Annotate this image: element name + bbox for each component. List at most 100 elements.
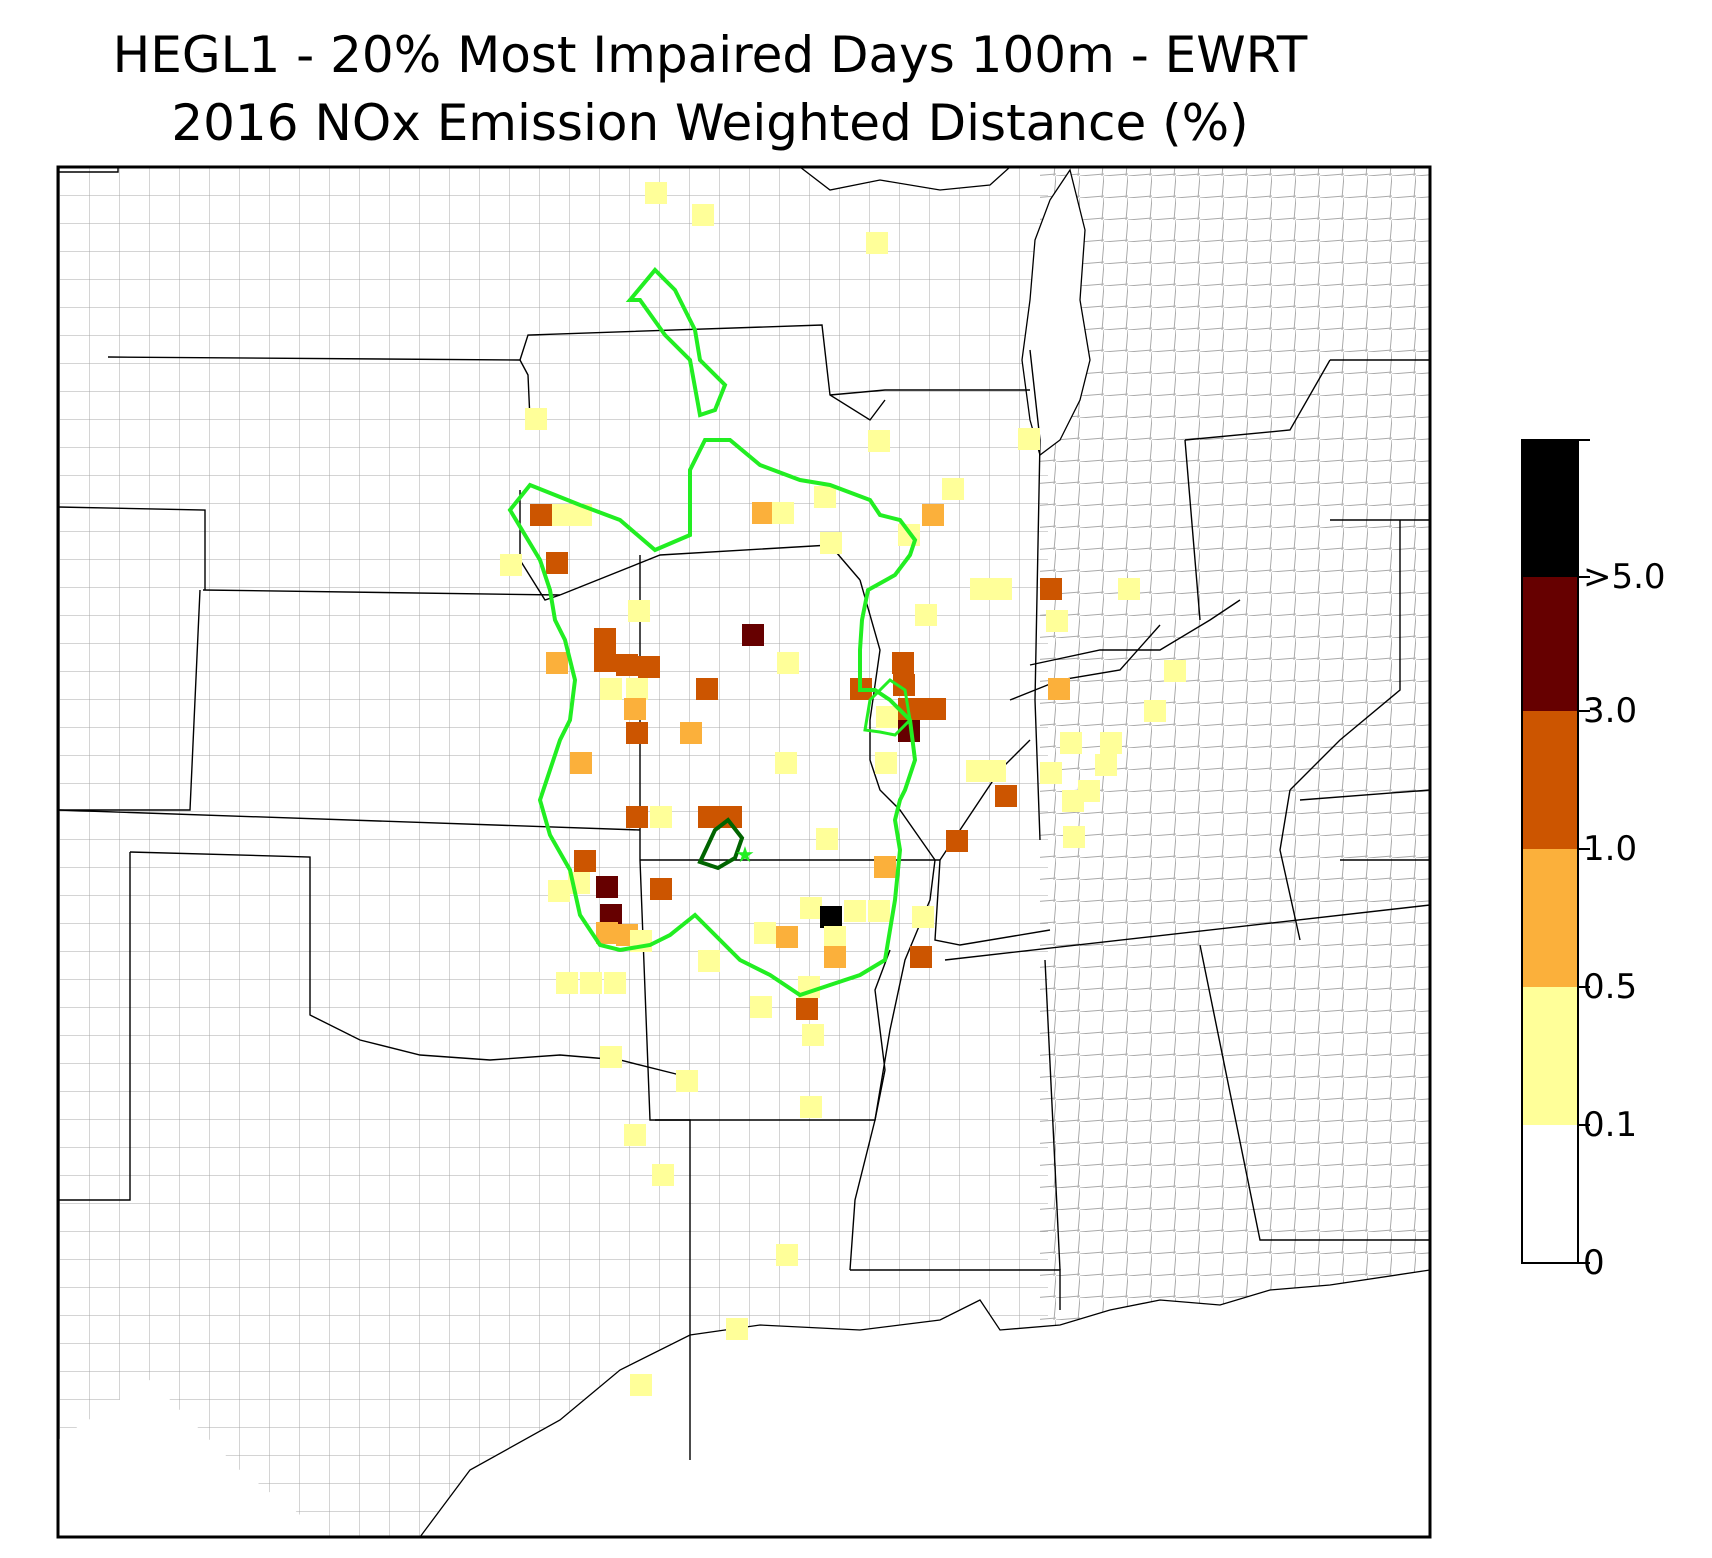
emission-cell: [772, 502, 794, 524]
colorbar-tick-3-0: 3.0: [1583, 691, 1638, 731]
emission-cell: [1118, 578, 1140, 600]
emission-cell: [820, 532, 842, 554]
emission-cell: [546, 652, 568, 674]
colorbar-tick-gt5: >5.0: [1583, 557, 1666, 597]
colorbar-tick-0-5: 0.5: [1583, 967, 1638, 1007]
emission-cell: [574, 850, 596, 872]
colorbar-class-0: [1522, 1125, 1578, 1263]
emission-cell: [626, 678, 648, 700]
emission-cell: [1100, 732, 1122, 754]
emission-cell: [652, 1164, 674, 1186]
emission-cell: [1144, 700, 1166, 722]
emission-cell: [548, 880, 570, 902]
emission-cell: [990, 578, 1012, 600]
lake-michigan: [1021, 168, 1091, 457]
contour-outer-main: [507, 438, 918, 998]
emission-cell: [624, 1124, 646, 1146]
emission-cell: [802, 1024, 824, 1046]
emission-cell: [1078, 780, 1100, 802]
emission-cell: [775, 752, 797, 774]
emission-cell: [824, 946, 846, 968]
emission-cell: [692, 204, 714, 226]
source-star-icon: ★: [735, 843, 755, 868]
emission-cell: [752, 502, 774, 524]
colorbar-class-5-0: [1522, 440, 1578, 577]
emission-cell: [650, 878, 672, 900]
emission-cell: [600, 678, 622, 700]
emission-cell: [696, 678, 718, 700]
lake-superior: [798, 167, 1011, 191]
emission-cell: [645, 182, 667, 204]
colorbar-tick-1-0: 1.0: [1583, 829, 1638, 869]
emission-cell: [1060, 732, 1082, 754]
emission-cell: [816, 828, 838, 850]
map-frame: [56, 165, 1432, 1539]
emission-cell: [915, 604, 937, 626]
emission-cell: [596, 876, 618, 898]
emission-cell: [1040, 762, 1062, 784]
emission-cell: [638, 656, 660, 678]
emission-cell: [698, 950, 720, 972]
emission-cells: [500, 182, 1186, 1396]
emission-cell: [698, 806, 720, 828]
emission-cell: [626, 806, 648, 828]
emission-cell: [824, 926, 846, 948]
emission-cell: [628, 600, 650, 622]
emission-cell: [796, 998, 818, 1020]
emission-cell: [1048, 678, 1070, 700]
county-boundaries-west: [58, 167, 1048, 1537]
emission-cell: [742, 624, 764, 646]
colorbar-class-0-1: [1522, 987, 1578, 1125]
emission-cell: [942, 478, 964, 500]
emission-cell: [1040, 578, 1062, 600]
contour-outer-loop: [863, 678, 912, 737]
emission-cell: [616, 654, 638, 676]
emission-cell: [626, 722, 648, 744]
emission-cell: [966, 760, 988, 782]
map-title-line-1: HEGL1 - 20% Most Impaired Days 100m - EW…: [112, 26, 1308, 84]
emission-cell: [1063, 826, 1085, 848]
emission-cell: [624, 698, 646, 720]
mexico-area: [58, 1380, 330, 1537]
colorbar-class-1-0: [1522, 711, 1578, 849]
emission-cell: [820, 906, 842, 928]
emission-cell: [892, 652, 914, 674]
colorbar: [1521, 439, 1590, 1264]
emission-cell: [500, 554, 522, 576]
emission-cell: [530, 504, 552, 526]
emission-cell: [525, 408, 547, 430]
emission-cell: [1164, 660, 1186, 682]
contour-outer-north: [625, 267, 728, 418]
emission-cell: [866, 232, 888, 254]
emission-cell: [594, 628, 616, 650]
emission-cell: [1095, 754, 1117, 776]
colorbar-frame: [1521, 439, 1579, 1264]
colorbar-class-0-5: [1522, 849, 1578, 987]
emission-cell: [680, 722, 702, 744]
emission-cell: [874, 856, 896, 878]
emission-cell: [946, 830, 968, 852]
emission-cell: [676, 1070, 698, 1092]
emission-cell: [868, 900, 890, 922]
emission-cell: [800, 1096, 822, 1118]
emission-cell: [570, 752, 592, 774]
emission-cell: [726, 1318, 748, 1340]
emission-cell: [912, 906, 934, 928]
emission-cell: [876, 706, 898, 728]
emission-cell: [552, 504, 574, 526]
emission-cell: [893, 674, 915, 696]
colorbar-tick-0: 0: [1583, 1243, 1605, 1283]
emission-cell: [750, 996, 772, 1018]
contour-inner: [697, 817, 745, 871]
emission-cell: [556, 972, 578, 994]
emission-cell: [922, 504, 944, 526]
emission-cell: [924, 698, 946, 720]
gulf-of-mexico: [419, 1269, 1430, 1537]
emission-cell: [754, 922, 776, 944]
emission-cell: [776, 926, 798, 948]
emission-cell: [596, 922, 618, 944]
colorbar-tick-0-1: 0.1: [1583, 1105, 1638, 1145]
emission-cell: [1046, 610, 1068, 632]
emission-cell: [970, 578, 992, 600]
